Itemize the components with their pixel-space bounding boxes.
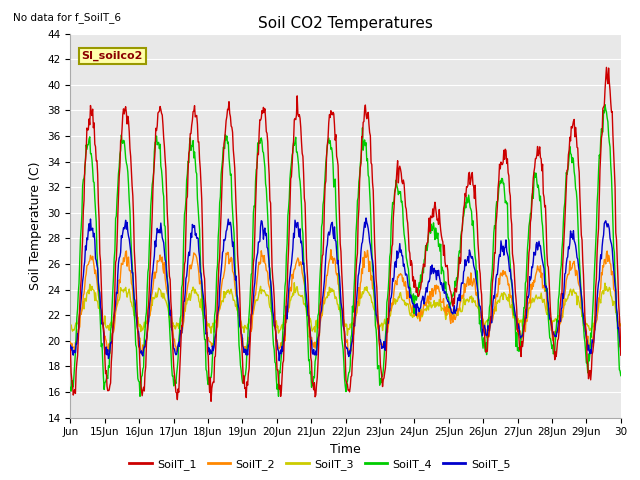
Y-axis label: Soil Temperature (C): Soil Temperature (C) — [29, 161, 42, 290]
SoilT_5 — [617, 351, 625, 357]
SoilT_2 — [281, 338, 289, 344]
SoilT_3 — [435, 303, 442, 309]
SoilT_4 — [67, 384, 74, 390]
SoilT_3 — [291, 280, 298, 286]
Text: SI_soilco2: SI_soilco2 — [81, 51, 143, 61]
SoilT_3 — [404, 301, 412, 307]
Title: Soil CO2 Temperatures: Soil CO2 Temperatures — [258, 16, 433, 31]
SoilT_5 — [435, 267, 442, 273]
SoilT_5 — [281, 324, 289, 330]
SoilT_1 — [67, 347, 74, 352]
SoilT_3 — [617, 321, 625, 327]
SoilT_4 — [233, 295, 241, 301]
SoilT_4 — [617, 373, 625, 379]
SoilT_3 — [280, 322, 288, 328]
Line: SoilT_1: SoilT_1 — [70, 67, 621, 401]
SoilT_1 — [260, 109, 268, 115]
SoilT_4 — [403, 258, 411, 264]
SoilT_1 — [281, 332, 289, 337]
SoilT_5 — [362, 215, 370, 221]
SoilT_2 — [404, 288, 412, 294]
SoilT_3 — [67, 324, 74, 329]
SoilT_4 — [131, 322, 139, 328]
SoilT_3 — [260, 288, 268, 294]
SoilT_1 — [434, 216, 442, 222]
SoilT_4 — [434, 230, 442, 236]
SoilT_2 — [138, 352, 146, 358]
SoilT_5 — [404, 278, 412, 284]
Line: SoilT_4: SoilT_4 — [70, 105, 621, 396]
SoilT_2 — [327, 247, 335, 252]
SoilT_4 — [260, 157, 268, 163]
SoilT_1 — [131, 260, 139, 265]
SoilT_3 — [232, 302, 240, 308]
Text: No data for f_SoilT_6: No data for f_SoilT_6 — [13, 12, 121, 23]
SoilT_2 — [67, 339, 74, 345]
SoilT_4 — [601, 102, 609, 108]
SoilT_5 — [67, 342, 74, 348]
SoilT_2 — [435, 284, 442, 290]
SoilT_2 — [233, 293, 241, 299]
X-axis label: Time: Time — [330, 443, 361, 456]
SoilT_2 — [617, 339, 625, 345]
SoilT_5 — [275, 358, 283, 364]
Line: SoilT_5: SoilT_5 — [70, 218, 621, 361]
SoilT_2 — [131, 308, 139, 313]
SoilT_1 — [617, 352, 625, 358]
SoilT_4 — [136, 394, 144, 399]
SoilT_5 — [232, 273, 240, 279]
SoilT_1 — [233, 223, 241, 228]
Line: SoilT_3: SoilT_3 — [70, 283, 621, 335]
SoilT_1 — [403, 216, 411, 222]
SoilT_2 — [260, 252, 268, 258]
SoilT_5 — [131, 298, 139, 303]
SoilT_4 — [281, 284, 289, 289]
SoilT_3 — [344, 332, 351, 338]
Legend: SoilT_1, SoilT_2, SoilT_3, SoilT_4, SoilT_5: SoilT_1, SoilT_2, SoilT_3, SoilT_4, Soil… — [125, 455, 515, 474]
SoilT_1 — [603, 64, 611, 70]
Line: SoilT_2: SoilT_2 — [70, 250, 621, 355]
SoilT_3 — [131, 310, 139, 316]
SoilT_5 — [260, 236, 268, 242]
SoilT_1 — [207, 398, 215, 404]
